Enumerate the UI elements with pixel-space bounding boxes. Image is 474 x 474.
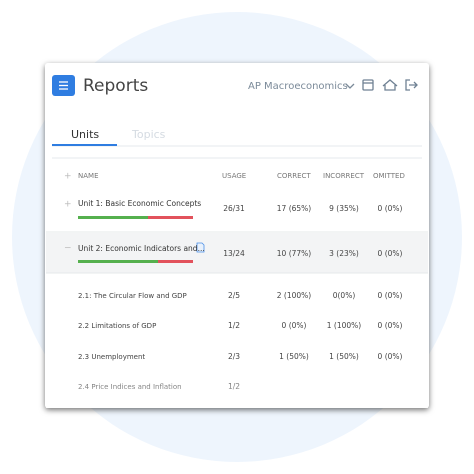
home-icon[interactable] (382, 79, 398, 91)
progress-correct (78, 260, 158, 263)
column-header: NAME (78, 172, 99, 180)
tab-indicator (52, 144, 117, 146)
chevron (345, 83, 355, 89)
tab[interactable]: Units (71, 128, 99, 141)
row-name: 2.1: The Circular Flow and GDP (78, 292, 187, 300)
cell: 0 (0%) (378, 321, 403, 330)
column-header: USAGE (222, 172, 246, 180)
cell: 1 (50%) (279, 352, 309, 361)
column-header: INCORRECT (323, 172, 365, 180)
row-name: 2.3 Unemployment (78, 353, 145, 361)
cell: 2/5 (228, 291, 240, 300)
cell: 0 (0%) (378, 204, 403, 213)
column-header: CORRECT (277, 172, 311, 180)
cell: 0 (0%) (282, 321, 307, 330)
row-name: 2.2 Limitations of GDP (78, 322, 156, 330)
collapse-icon[interactable]: − (64, 244, 72, 254)
cell: 10 (77%) (277, 249, 312, 258)
cell: 0(0%) (333, 291, 356, 300)
cell: 9 (35%) (329, 204, 359, 213)
cell: 2/3 (228, 352, 240, 361)
expand-icon[interactable]: + (64, 200, 72, 210)
logout-icon[interactable] (405, 79, 418, 91)
row-name: Unit 2: Economic Indicators and... (78, 244, 205, 253)
cell: 13/24 (223, 249, 245, 258)
progress-incorrect (148, 216, 193, 219)
course-select[interactable]: AP Macroeconomics (248, 81, 348, 92)
expand-icon: + (64, 172, 72, 182)
doc-icon[interactable] (196, 242, 205, 253)
page-title: Reports (83, 76, 148, 96)
row-highlight (46, 233, 428, 273)
cell: 17 (65%) (277, 204, 312, 213)
cell: 0 (0%) (378, 352, 403, 361)
cell: 1 (50%) (329, 352, 359, 361)
menu-icon (59, 81, 68, 90)
icons (362, 79, 418, 91)
row-lines (46, 231, 428, 274)
cell: 0 (0%) (378, 291, 403, 300)
progress-incorrect (158, 260, 193, 263)
progress-correct (78, 216, 148, 219)
row-name: Unit 1: Basic Economic Concepts (78, 199, 201, 208)
tab[interactable]: Topics (131, 128, 166, 141)
cell: 26/31 (223, 204, 245, 213)
cell: 0 (0%) (378, 249, 403, 258)
cell: 2 (100%) (277, 291, 312, 300)
column-header: OMITTED (373, 172, 405, 180)
cell: 1 (100%) (327, 321, 362, 330)
cell: 3 (23%) (329, 249, 359, 258)
calendar-icon[interactable] (362, 79, 374, 91)
cell: 1/2 (228, 321, 240, 330)
fade (46, 372, 428, 408)
